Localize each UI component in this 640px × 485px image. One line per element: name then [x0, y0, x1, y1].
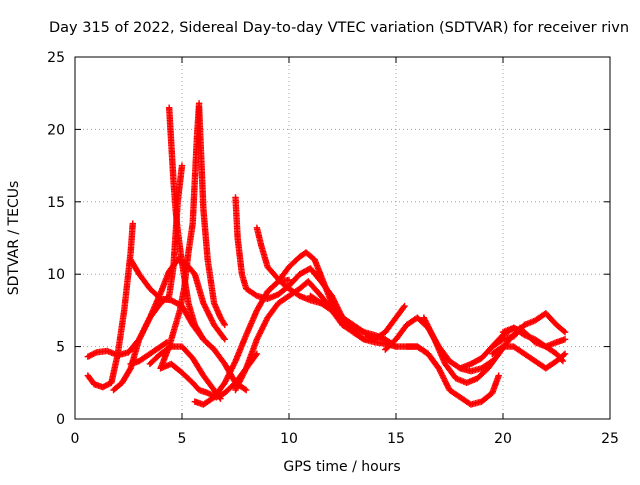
x-tick-label: 10	[280, 431, 298, 447]
data-point	[91, 349, 99, 357]
data-point	[401, 302, 408, 310]
series-track-12	[232, 194, 335, 303]
data-point	[359, 335, 366, 342]
tick-layer: 0 5 10 15 20 25 0 5 10 15 20 25	[47, 50, 619, 447]
series-track-21	[420, 314, 524, 386]
y-tick-label: 5	[56, 340, 65, 356]
data-point	[252, 291, 259, 299]
data-layer	[84, 100, 569, 408]
y-tick-label: 0	[56, 412, 65, 428]
data-point	[221, 321, 228, 329]
data-point	[560, 351, 568, 359]
y-tick-label: 15	[47, 195, 65, 211]
series-track-14	[232, 278, 357, 394]
series-track-9	[127, 339, 171, 368]
data-point	[400, 304, 407, 311]
x-tick-label: 0	[71, 431, 80, 447]
data-point	[163, 339, 171, 346]
series-track-20	[403, 343, 502, 408]
data-point	[241, 385, 249, 393]
data-point	[217, 395, 224, 402]
data-point	[209, 345, 217, 352]
data-point	[129, 220, 136, 227]
data-point	[561, 336, 569, 343]
data-point	[166, 344, 174, 351]
x-tick-label: 20	[494, 431, 512, 447]
data-point	[220, 334, 228, 342]
x-tick-label: 5	[178, 431, 187, 447]
series-track-10	[146, 343, 224, 402]
data-point	[498, 337, 505, 344]
series-track-2	[84, 220, 136, 391]
chart-title: Day 315 of 2022, Sidereal Day-to-day VTE…	[49, 20, 629, 36]
x-tick-label: 15	[387, 431, 405, 447]
y-tick-label: 20	[47, 122, 65, 138]
data-point	[498, 344, 505, 351]
grid-layer	[75, 57, 610, 419]
y-tick-label: 10	[47, 267, 65, 283]
data-point	[561, 328, 569, 336]
data-point	[495, 372, 502, 379]
data-point	[561, 350, 569, 358]
series-track-24	[489, 343, 569, 372]
x-tick-label: 25	[601, 431, 619, 447]
data-point	[210, 346, 218, 353]
data-point	[221, 336, 228, 343]
data-point	[178, 162, 186, 169]
data-point	[162, 339, 169, 347]
data-point	[126, 366, 134, 373]
x-axis-label: GPS time / hours	[283, 459, 400, 475]
y-tick-label: 25	[47, 50, 65, 66]
data-point	[243, 386, 250, 394]
data-point	[216, 394, 223, 401]
series-track-25	[499, 324, 569, 350]
data-point	[560, 327, 568, 335]
plot-frame	[74, 56, 611, 420]
data-point	[285, 276, 293, 284]
series-track-7	[195, 104, 228, 329]
series-track-5	[165, 104, 218, 353]
y-axis-label: SDTVAR / TECUs	[6, 181, 22, 296]
data-point	[253, 350, 261, 358]
